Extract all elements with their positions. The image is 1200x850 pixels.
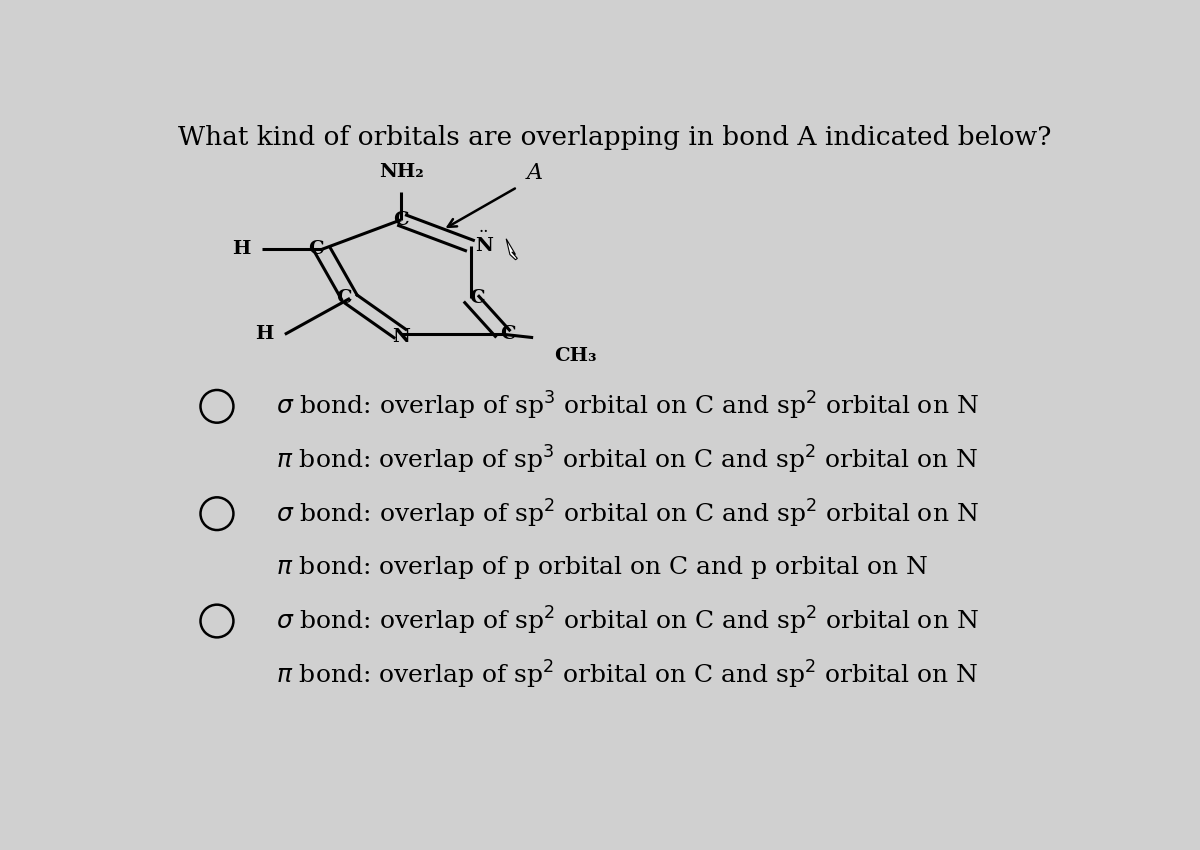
Text: N: N [392,328,410,346]
Text: H: H [256,326,274,343]
Text: $\pi$ bond: overlap of p orbital on C and p orbital on N: $\pi$ bond: overlap of p orbital on C an… [276,554,928,581]
Text: N: N [475,237,493,255]
Text: $\pi$ bond: overlap of sp$^3$ orbital on C and sp$^2$ orbital on N: $\pi$ bond: overlap of sp$^3$ orbital on… [276,444,978,476]
Text: A: A [527,162,542,184]
Text: C: C [336,289,352,308]
Polygon shape [506,239,517,260]
Text: $\pi$ bond: overlap of sp$^2$ orbital on C and sp$^2$ orbital on N: $\pi$ bond: overlap of sp$^2$ orbital on… [276,659,978,691]
Text: $\sigma$ bond: overlap of sp$^2$ orbital on C and sp$^2$ orbital on N: $\sigma$ bond: overlap of sp$^2$ orbital… [276,497,978,530]
Text: CH₃: CH₃ [554,348,598,366]
Text: NH₂: NH₂ [379,162,424,180]
Text: C: C [500,326,516,343]
Text: C: C [469,289,485,308]
Text: $\sigma$ bond: overlap of sp$^3$ orbital on C and sp$^2$ orbital on N: $\sigma$ bond: overlap of sp$^3$ orbital… [276,390,978,422]
Text: H: H [232,241,251,258]
Text: C: C [394,211,409,229]
Text: $\sigma$ bond: overlap of sp$^2$ orbital on C and sp$^2$ orbital on N: $\sigma$ bond: overlap of sp$^2$ orbital… [276,605,978,638]
Text: What kind of orbitals are overlapping in bond A indicated below?: What kind of orbitals are overlapping in… [179,125,1051,150]
Text: C: C [307,241,323,258]
Text: ··: ·· [479,224,490,241]
